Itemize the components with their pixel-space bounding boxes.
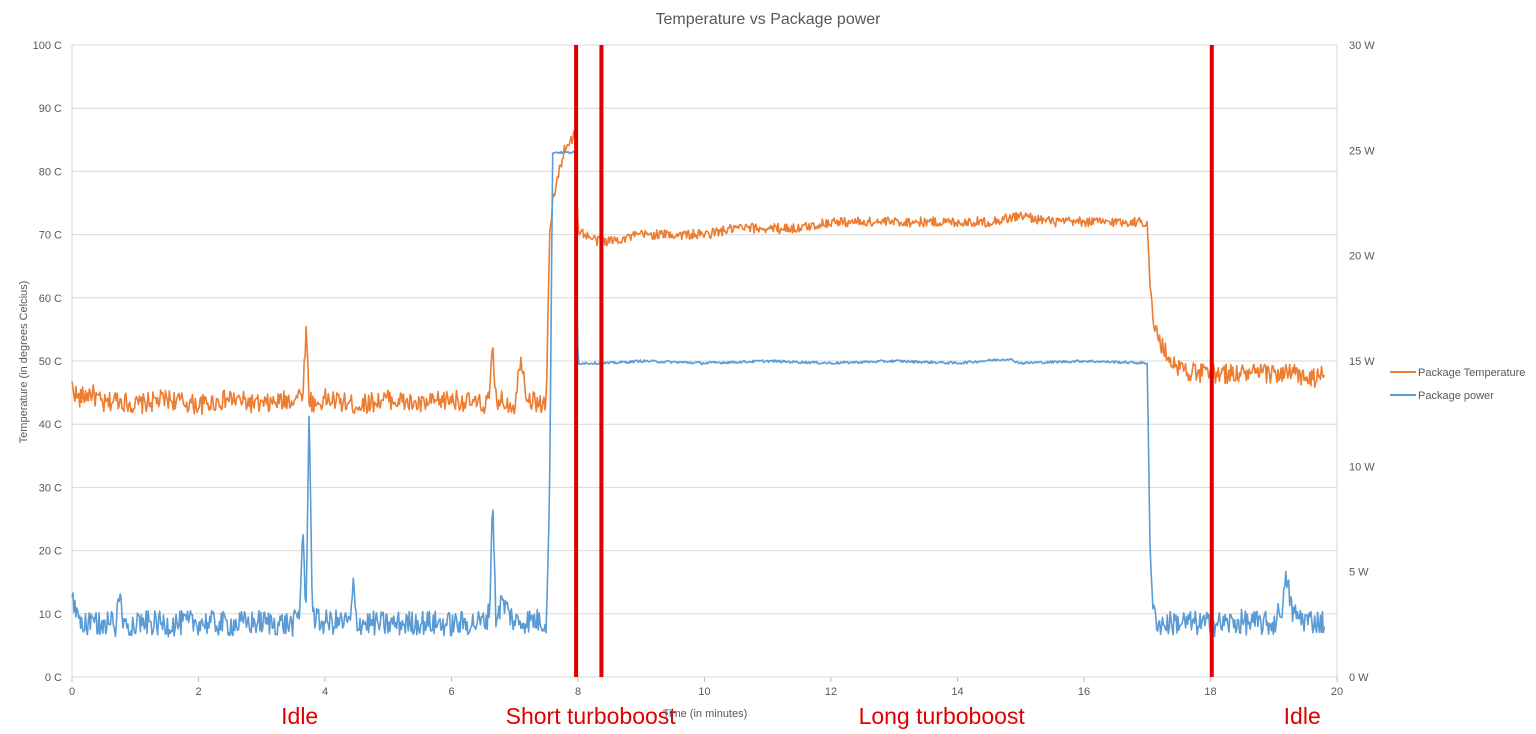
series-line-package-temperature: [71, 130, 1326, 416]
y-left-tick-label: 80 C: [39, 166, 62, 178]
x-tick-label: 0: [69, 686, 75, 698]
y-left-tick-label: 10 C: [39, 609, 62, 621]
series-lines: [71, 130, 1326, 638]
x-tick-label: 14: [951, 686, 963, 698]
y-right-tick-label: 20 W: [1349, 251, 1375, 263]
y-left-tick-label: 90 C: [39, 103, 62, 115]
phase-markers: Idle Short turboboost Long turboboost Idle: [281, 45, 1321, 729]
phase-label: Idle: [1284, 703, 1321, 729]
y-left-tick-label: 70 C: [39, 230, 62, 242]
x-tick-label: 18: [1204, 686, 1216, 698]
axes: 0 C 10 C 20 C 30 C 40 C 50 C 60 C 70 C 80 C 90 C 1…: [33, 40, 1376, 698]
phase-label: Idle: [281, 703, 318, 729]
y-left-tick-label: 0 C: [45, 672, 62, 684]
y-right-tick-label: 10 W: [1349, 461, 1375, 473]
y-right-tick-label: 30 W: [1349, 40, 1375, 52]
y-left-tick-label: 20 C: [39, 546, 62, 558]
x-tick-label: 8: [575, 686, 581, 698]
legend: Package Temperature Package power: [1390, 367, 1525, 402]
y-left-tick-label: 30 C: [39, 482, 62, 494]
x-tick-label: 16: [1078, 686, 1090, 698]
y-right-tick-label: 0 W: [1349, 672, 1369, 684]
y-right-tick-label: 5 W: [1349, 567, 1369, 579]
x-tick-label: 12: [825, 686, 837, 698]
series-line-package-power: [71, 150, 1326, 638]
x-tick-label: 4: [322, 686, 328, 698]
legend-label: Package power: [1418, 390, 1494, 402]
y-left-tick-label: 60 C: [39, 293, 62, 305]
x-tick-label: 6: [448, 686, 454, 698]
y-left-tick-label: 50 C: [39, 356, 62, 368]
y-right-tick-label: 25 W: [1349, 145, 1375, 157]
legend-label: Package Temperature: [1418, 367, 1525, 379]
y-left-tick-label: 40 C: [39, 419, 62, 431]
phase-label: Long turboboost: [859, 703, 1026, 729]
phase-label: Short turboboost: [506, 703, 677, 729]
gridlines: [71, 44, 1338, 678]
y-axis-title: Temperature (in degrees Celcius): [18, 281, 30, 444]
y-left-tick-label: 100 C: [33, 40, 62, 52]
y-right-tick-label: 15 W: [1349, 356, 1375, 368]
x-axis-title: Time (in minutes): [663, 708, 748, 720]
x-tick-label: 2: [195, 686, 201, 698]
x-tick-label: 20: [1331, 686, 1343, 698]
x-tick-label: 10: [698, 686, 710, 698]
chart-title: Temperature vs Package power: [656, 11, 882, 28]
